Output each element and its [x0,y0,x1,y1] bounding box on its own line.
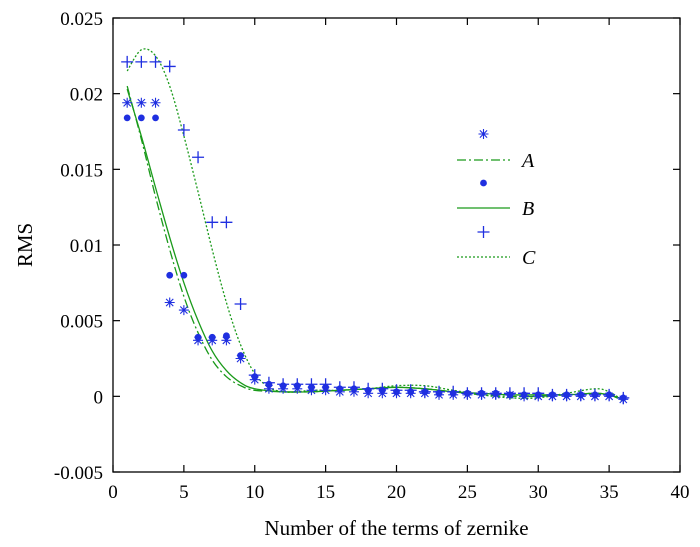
data-point-C [319,378,332,391]
data-point-C [149,55,162,68]
y-tick-label: 0 [94,387,104,408]
data-point-C [206,216,219,229]
plot-frame [112,17,681,473]
data-point-C [347,381,360,394]
x-tick-label: 20 [387,482,406,503]
data-point-B [180,271,188,279]
y-tick-label: 0.015 [60,160,103,181]
data-point-C [489,387,502,400]
data-point-C [546,388,559,401]
data-point-C [291,378,304,391]
fit-line-B [126,88,624,401]
legend-marker-A [478,129,489,139]
data-point-C [248,369,261,382]
x-tick-label: 25 [458,482,477,503]
data-markers [121,55,630,405]
y-tick-label: 0.01 [70,236,103,257]
data-point-C [475,387,488,400]
data-point-A [263,383,274,394]
x-axis-title: Number of the terms of zernike [264,516,528,540]
data-point-C [603,388,616,401]
x-tick-label: 5 [179,482,189,503]
data-point-C [277,378,290,391]
data-point-B [194,333,202,341]
data-point-C [518,387,531,400]
data-point-C [135,55,148,68]
y-axis: -0.005 0 0.005 0.01 0.015 0.02 0.025 [54,9,680,484]
data-point-C [390,384,403,397]
y-tick-label: 0.025 [60,9,103,30]
legend: A B C [457,129,536,269]
legend-label-B: B [522,198,534,220]
x-tick-label: 10 [245,482,264,503]
y-tick-label: 0.005 [60,312,103,333]
data-point-B [208,333,216,341]
data-point-B [166,271,174,279]
fit-lines [126,48,624,402]
data-point-A [221,335,232,346]
data-point-C [376,382,389,395]
legend-marker-C [477,226,490,238]
data-point-C [220,216,233,229]
data-point-C [177,123,190,136]
data-point-C [362,382,375,395]
data-point-C [163,60,176,73]
data-point-C [461,387,474,400]
y-tick-label: 0.02 [70,85,103,106]
data-point-C [305,378,318,391]
data-point-C [503,387,516,400]
data-point-B [223,332,230,340]
data-point-A [150,97,161,108]
data-point-C [192,151,205,164]
data-point-C [433,385,446,398]
x-tick-label: 40 [671,482,690,503]
data-point-C [574,388,587,401]
data-point-C [532,387,545,400]
data-point-C [404,384,417,397]
data-point-C [121,55,134,68]
legend-label-C: C [522,247,536,269]
data-point-B [123,114,131,122]
data-point-A [178,305,189,316]
data-point-C [418,385,431,398]
x-tick-label: 15 [316,482,335,503]
fit-line-A [126,85,624,402]
data-point-A [136,97,147,108]
fit-line-C [126,48,624,402]
data-point-C [234,298,247,311]
legend-label-A: A [520,150,535,172]
x-tick-label: 30 [529,482,548,503]
data-point-B [237,352,244,359]
data-point-C [560,388,573,401]
data-point-B [137,114,145,122]
y-tick-label: -0.005 [54,463,103,484]
x-tick-label: 0 [108,482,118,503]
x-axis: 0 5 10 15 20 25 30 35 40 [108,18,690,503]
data-point-C [262,376,275,389]
data-point-A [122,97,133,108]
data-point-C [447,385,460,398]
data-point-C [333,381,346,394]
data-point-A [164,297,175,308]
x-tick-label: 35 [600,482,619,503]
legend-marker-B [480,179,487,187]
data-point-C [617,391,630,404]
plot-border [112,17,681,473]
y-axis-title: RMS [13,223,37,267]
data-point-B [152,114,159,122]
data-point-C [588,388,601,401]
